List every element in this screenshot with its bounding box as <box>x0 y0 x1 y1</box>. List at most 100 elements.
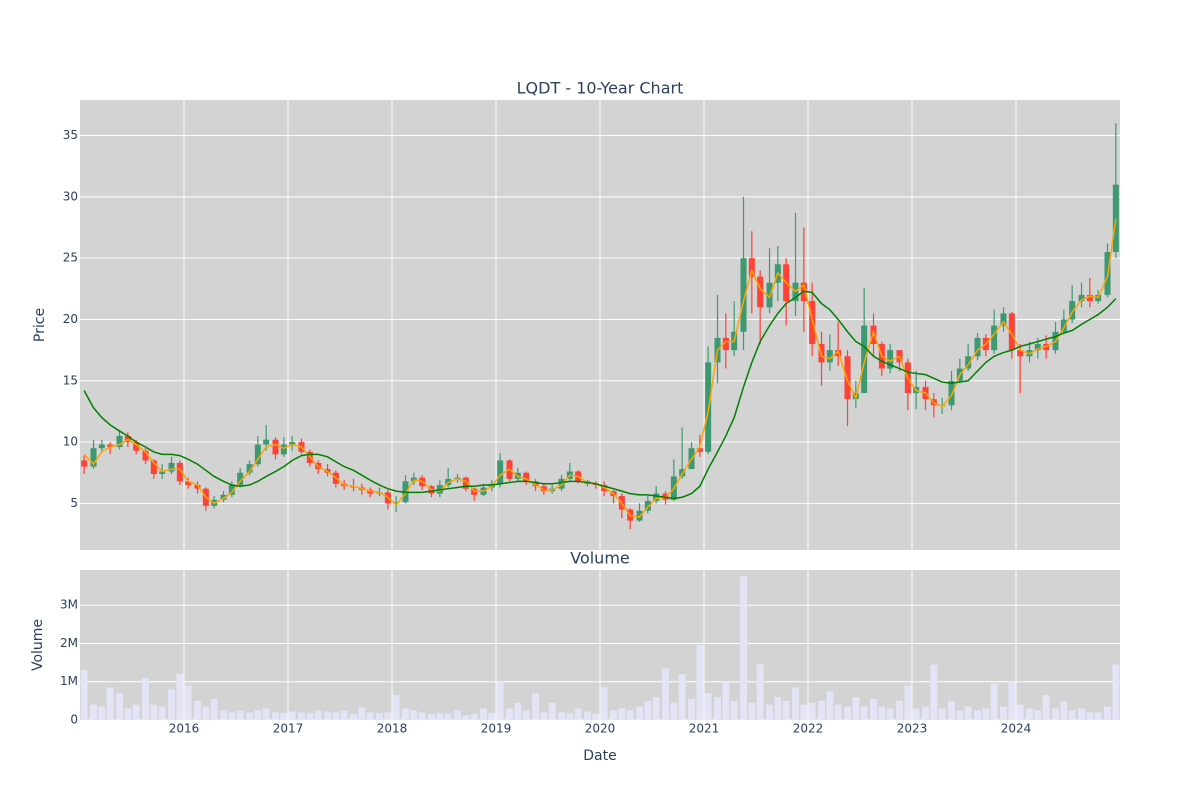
volume-bar <box>358 707 366 720</box>
volume-bar <box>792 687 800 720</box>
x-tick-label: 2017 <box>273 722 304 736</box>
volume-bar <box>756 664 764 720</box>
volume-bar <box>1060 700 1068 720</box>
volume-bar <box>574 708 582 720</box>
candle-body <box>98 444 105 449</box>
candle-body <box>766 282 773 308</box>
candle-body <box>1034 344 1041 351</box>
volume-axis-label: Volume <box>30 619 46 671</box>
volume-bar <box>636 706 644 720</box>
volume-bar <box>722 681 730 720</box>
mark-layer <box>80 123 1120 720</box>
volume-bar <box>1034 710 1042 720</box>
volume-bar <box>202 706 210 720</box>
volume-bar <box>514 702 522 720</box>
candle-body <box>220 494 227 500</box>
volume-bar <box>584 711 592 720</box>
candle-body <box>133 442 140 451</box>
volume-bar <box>262 708 270 720</box>
y-axis-label: Price <box>32 308 48 342</box>
candle-body <box>462 477 469 489</box>
candle-body <box>558 478 565 489</box>
candle-body <box>636 510 643 521</box>
volume-bar <box>246 712 254 720</box>
volume-bar <box>496 681 504 720</box>
x-tick-label: 2023 <box>897 722 928 736</box>
volume-bar <box>618 708 626 720</box>
volume-bar <box>1042 695 1050 720</box>
volume-bar <box>298 712 306 720</box>
volume-bar <box>462 715 470 720</box>
volume-bar <box>982 708 990 720</box>
volume-bar <box>228 712 236 720</box>
volume-bar <box>220 710 228 720</box>
volume-bar <box>1052 708 1060 720</box>
y-tick-label: 1M <box>60 674 78 688</box>
volume-bar <box>730 700 738 720</box>
volume-bar <box>98 706 106 720</box>
volume-bar <box>592 714 600 720</box>
candle-body <box>176 462 183 482</box>
x-tick-label: 2024 <box>1001 722 1032 736</box>
candle-body <box>1000 313 1007 326</box>
candle-body <box>254 444 261 465</box>
volume-bar <box>818 700 826 720</box>
x-tick-label: 2018 <box>377 722 408 736</box>
candle-body <box>1086 294 1093 302</box>
volume-bar <box>808 702 816 720</box>
x-tick-label: 2021 <box>689 722 720 736</box>
candle-body <box>809 301 816 345</box>
volume-bar <box>506 708 514 720</box>
volume-bar <box>748 702 756 720</box>
volume-bar <box>470 714 478 720</box>
volume-bar <box>670 702 678 720</box>
volume-bar <box>132 704 140 720</box>
volume-bar <box>376 713 384 720</box>
candle-body <box>1017 350 1024 357</box>
volume-bar <box>558 712 566 720</box>
volume-title: Volume <box>570 549 630 568</box>
candle-body <box>844 356 851 400</box>
volume-bar <box>870 698 878 720</box>
volume-bar <box>860 706 868 720</box>
candle-body <box>263 439 270 445</box>
volume-bar <box>886 708 894 720</box>
volume-bar <box>1068 710 1076 720</box>
volume-bar <box>626 710 634 720</box>
volume-bar <box>696 645 704 720</box>
volume-bar <box>116 693 124 720</box>
candle-body <box>722 337 729 351</box>
volume-bar <box>1104 706 1112 720</box>
candle-body <box>696 448 703 452</box>
volume-bar <box>410 710 418 720</box>
chart-title: LQDT - 10-Year Chart <box>517 79 684 98</box>
volume-bar <box>236 710 244 720</box>
candle-body <box>870 325 877 345</box>
volume-bar <box>566 713 574 720</box>
x-axis-label: Date <box>583 748 616 764</box>
volume-bar <box>418 712 426 720</box>
volume-bar <box>80 670 88 720</box>
volume-bar <box>324 711 332 720</box>
volume-bar <box>688 698 696 720</box>
candle-body <box>142 450 149 461</box>
candle-body <box>246 464 253 473</box>
volume-bar <box>922 706 930 720</box>
candle-body <box>887 350 894 369</box>
volume-bar <box>1078 708 1086 720</box>
volume-bar <box>1094 712 1102 720</box>
candle-body <box>523 472 530 482</box>
volume-bar <box>168 689 176 720</box>
candle-body <box>818 344 825 363</box>
volume-bar <box>184 685 192 720</box>
volume-bar <box>548 702 556 720</box>
volume-bar <box>740 576 748 720</box>
candle-body <box>644 500 651 511</box>
volume-bar <box>106 687 114 720</box>
candle-body <box>194 485 201 489</box>
volume-bar <box>964 706 972 720</box>
candle-body <box>168 462 175 472</box>
volume-bar <box>1008 681 1016 720</box>
